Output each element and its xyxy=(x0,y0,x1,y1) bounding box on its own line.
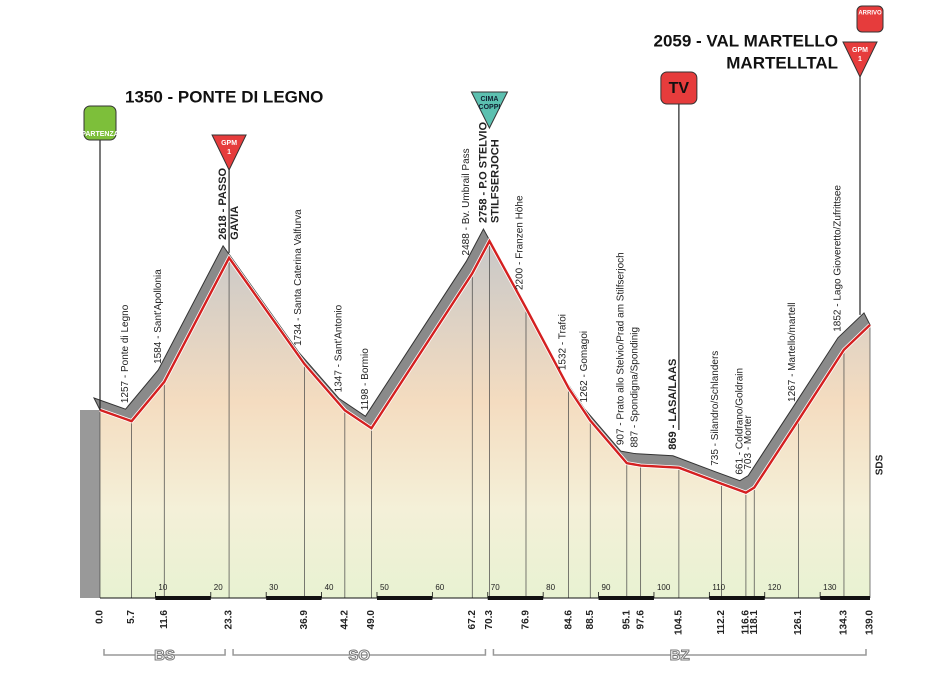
km-label: 116.6 xyxy=(741,610,752,635)
x-tick-label: 70 xyxy=(491,583,500,592)
road-label: SDS xyxy=(875,454,886,475)
point-label: 869 - LASA/LAAS xyxy=(667,359,679,450)
point-label: 1852 - Lago Gioveretto/Zufrittsee xyxy=(833,185,844,332)
x-tick-label: 130 xyxy=(823,583,837,592)
point-label: 735 - Silandro/Schlanders xyxy=(710,351,721,466)
point-label: 2488 - Bv. Umbrail Pass xyxy=(461,148,472,255)
marker-text: TV xyxy=(669,80,690,97)
point-label: 1262 - Gomagoi xyxy=(579,331,590,403)
marker-text: 1 xyxy=(227,149,231,156)
km-label: 36.9 xyxy=(299,610,310,630)
km-label: 23.3 xyxy=(224,610,235,630)
ruler-segment xyxy=(820,596,870,600)
point-label: 661 - Coldrano/Goldrain xyxy=(735,368,746,475)
x-tick-label: 110 xyxy=(712,583,725,592)
x-tick-label: 20 xyxy=(214,583,223,592)
ruler-segment xyxy=(155,596,211,600)
point-label: 1198 - Bormio xyxy=(360,348,371,411)
start-label: 1350 - PONTE DI LEGNO xyxy=(125,87,323,106)
point-label: 887 - Spondigna/Spondinig xyxy=(629,327,640,448)
point-label: 2200 - Franzen Höhe xyxy=(515,195,526,290)
ruler-segment xyxy=(709,596,765,600)
km-label: 139.0 xyxy=(865,610,876,635)
km-label: 67.2 xyxy=(467,610,478,630)
km-label: 88.5 xyxy=(585,610,596,630)
km-label: 11.6 xyxy=(159,610,170,629)
x-tick-label: 120 xyxy=(768,583,782,592)
km-label: 134.3 xyxy=(839,610,850,635)
gpm-icon xyxy=(842,41,878,79)
km-label: 84.6 xyxy=(563,610,574,630)
km-label: 118.1 xyxy=(749,610,760,635)
point-label: 907 - Prato allo Stelvio/Prad am Stilfse… xyxy=(615,252,626,445)
ruler-segment xyxy=(598,596,654,600)
point-label: 1532 - Trafoi xyxy=(557,314,568,370)
gpm-icon xyxy=(211,134,247,172)
finish-label: 2059 - VAL MARTELLO xyxy=(653,31,838,50)
km-label: 112.2 xyxy=(716,610,727,635)
km-label: 126.1 xyxy=(793,610,804,635)
km-label: 5.7 xyxy=(126,610,137,624)
region-bracket xyxy=(103,649,226,656)
marker-text: PARTENZA xyxy=(81,131,119,138)
x-tick-label: 80 xyxy=(546,583,555,592)
point-label: 703 - Morter xyxy=(743,415,754,470)
point-label: 1734 - Santa Caterina Valfurva xyxy=(293,209,304,346)
x-tick-label: 40 xyxy=(325,583,334,592)
km-label: 70.3 xyxy=(484,610,495,630)
region-label: BZ xyxy=(670,647,690,664)
point-label: GAVIA xyxy=(229,206,241,240)
ruler-segment xyxy=(376,596,433,600)
region-label: SO xyxy=(348,647,370,664)
region-bracket xyxy=(232,649,487,656)
region-bracket xyxy=(492,649,867,656)
km-label: 0.0 xyxy=(95,610,106,624)
km-label: 97.6 xyxy=(635,610,646,630)
start-icon xyxy=(83,105,117,141)
point-label: 1257 - Ponte di Legno xyxy=(120,304,131,403)
marker-text: GPM xyxy=(852,47,868,54)
x-tick-label: 30 xyxy=(269,583,278,592)
x-tick-label: 60 xyxy=(435,583,444,592)
marker-text: ARRIVO xyxy=(858,11,882,17)
arrival-icon xyxy=(856,5,884,33)
km-label: 49.0 xyxy=(366,610,377,630)
x-tick-label: 90 xyxy=(602,583,611,592)
point-label: 1347 - Sant'Antonio xyxy=(333,304,344,392)
profile-area xyxy=(100,241,870,599)
start-wall xyxy=(80,410,100,598)
marker-text: CIMA xyxy=(480,96,498,103)
cima-icon xyxy=(470,91,509,130)
x-tick-label: 100 xyxy=(657,583,671,592)
point-label: 2758 - P.O STELVIO xyxy=(477,122,489,224)
marker-text: GPM xyxy=(221,140,237,147)
ruler-segment xyxy=(266,596,322,600)
profile-line xyxy=(99,238,871,495)
ruler-segment xyxy=(487,596,544,600)
point-label: 1267 - Martello/martell xyxy=(787,302,798,401)
point-label: 1584 - Sant'Apollonia xyxy=(153,269,164,364)
x-tick-label: 50 xyxy=(380,583,389,592)
point-label: STILFSERJOCH xyxy=(489,139,501,223)
marker-text: 1 xyxy=(858,56,862,63)
km-label: 104.5 xyxy=(674,610,685,635)
marker-text: COPPI xyxy=(479,104,501,111)
x-tick-label: 10 xyxy=(158,583,167,592)
km-label: 44.2 xyxy=(339,610,350,630)
km-label: 76.9 xyxy=(521,610,532,630)
finish-label: MARTELLTAL xyxy=(726,53,838,72)
tv-icon xyxy=(660,71,698,105)
region-label: BS xyxy=(154,647,175,664)
km-label: 95.1 xyxy=(621,610,632,630)
point-label: 2618 - PASSO xyxy=(217,167,229,239)
